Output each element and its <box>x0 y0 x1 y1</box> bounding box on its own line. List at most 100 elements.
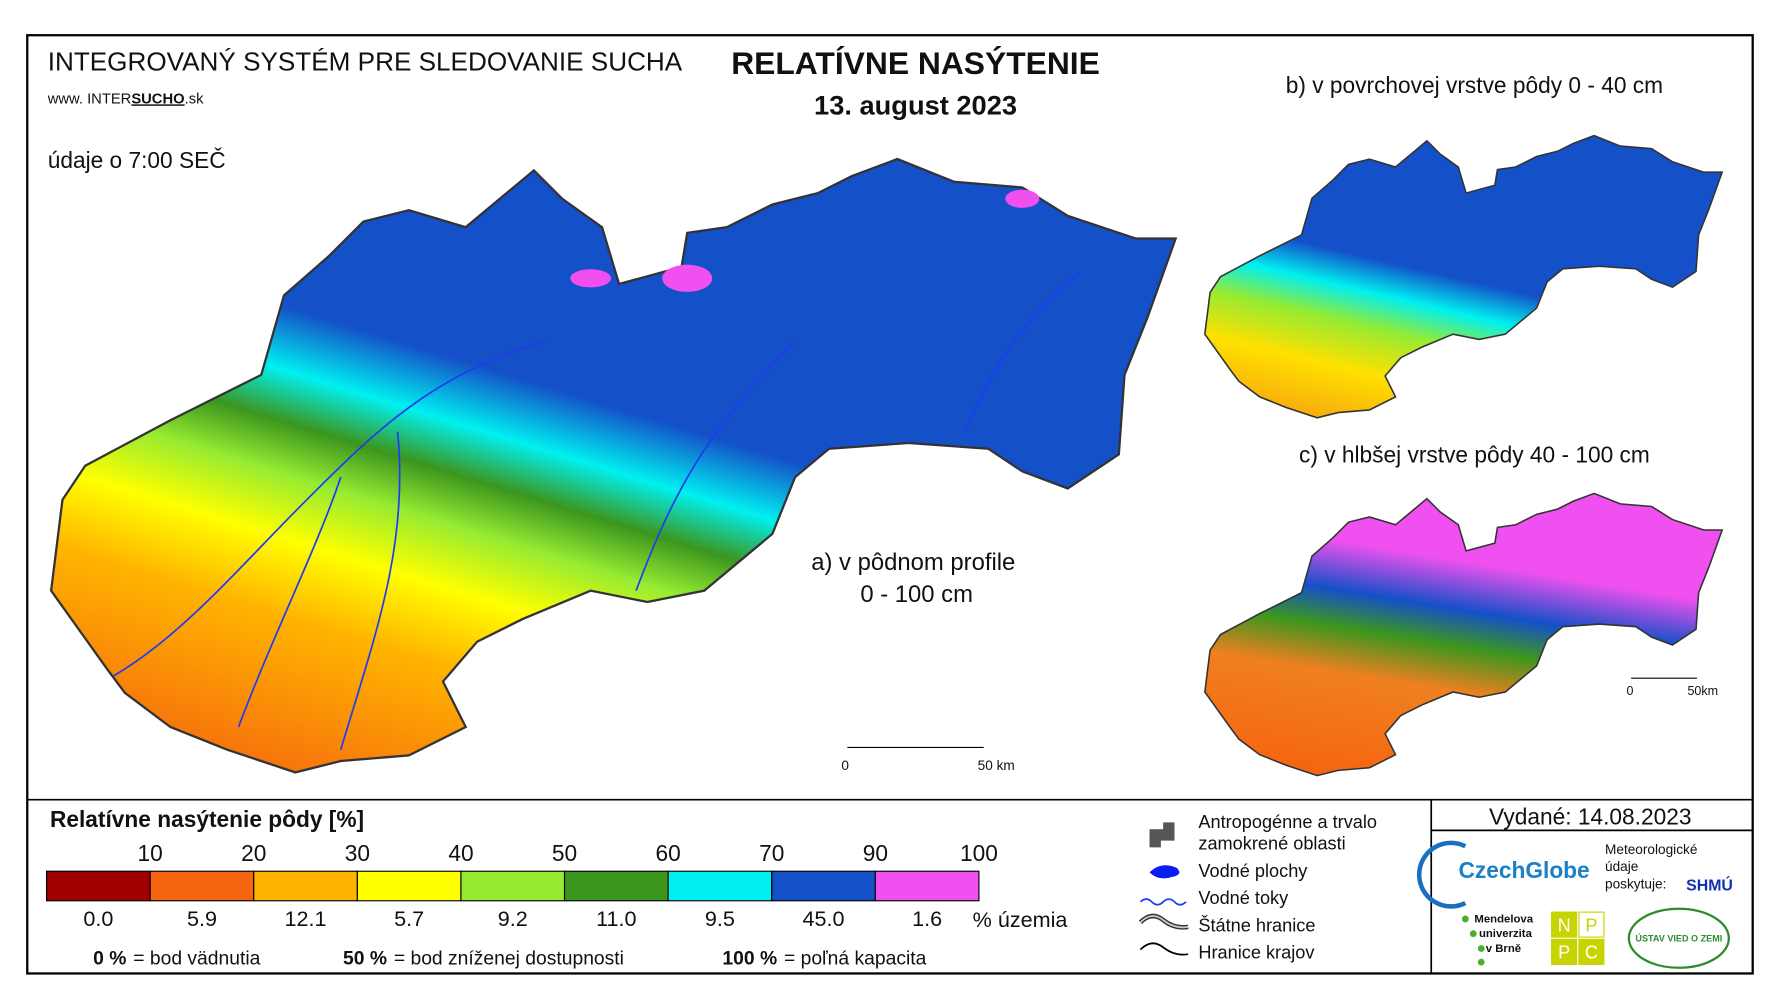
mendel-text: v Brně <box>1486 943 1521 955</box>
map-label: a) v pôdnom profile <box>811 549 1015 576</box>
share-label: 45.0 <box>803 906 845 931</box>
legend-swatch <box>149 870 255 902</box>
symbol-label: Štátne hranice <box>1198 914 1315 935</box>
share-label: 5.9 <box>187 906 217 931</box>
scale-label: 0 <box>841 758 849 773</box>
frame <box>26 34 1754 975</box>
map-label: b) v povrchovej vrstve pôdy 0 - 40 cm <box>1286 72 1663 98</box>
nppc-cell <box>1551 938 1578 965</box>
time-note: údaje o 7:00 SEČ <box>48 147 226 173</box>
logo-uvz <box>1627 907 1730 969</box>
title: RELATÍVNE NASÝTENIE <box>731 45 1100 81</box>
logo-uvz-text: ÚSTAV VIED O ZEMI <box>1635 933 1722 944</box>
issued-date: Vydané: 14.08.2023 <box>1489 804 1691 830</box>
note-key: 100 % <box>722 948 777 969</box>
map-label: c) v hlbšej vrstve pôdy 40 - 100 cm <box>1299 441 1650 467</box>
note-text: = bod vädnutia <box>133 948 260 969</box>
logo-meteo: Meteorologické údaje poskytuje: <box>1605 842 1697 891</box>
meteo-line: poskytuje: <box>1605 876 1666 891</box>
web-part: .sk <box>185 91 204 107</box>
nppc-cell <box>1578 938 1605 965</box>
note-key: 50 % <box>343 948 387 969</box>
symbol-icon <box>1139 898 1187 906</box>
wet-patches <box>570 189 1040 292</box>
logo-mendel: Mendelova univerzita v Brně <box>1461 913 1534 966</box>
scale-label: 50 km <box>978 758 1015 773</box>
website: www. INTERSUCHO.sk <box>47 91 204 107</box>
symbol-label: Hranice krajov <box>1198 943 1315 963</box>
bound-label: 20 <box>241 840 266 866</box>
share-label: 1.6 <box>912 906 942 931</box>
note: 50 % = bod zníženej dostupnosti <box>343 948 624 969</box>
note-text: = poľná kapacita <box>784 948 927 969</box>
share-label: 9.5 <box>705 906 735 931</box>
legend-swatch <box>667 870 773 902</box>
legend-swatch <box>874 870 980 902</box>
nppc-letter: N <box>1558 915 1571 935</box>
date: 13. august 2023 <box>814 90 1017 121</box>
map-label: 0 - 100 cm <box>860 581 973 608</box>
bound-label: 50 <box>552 840 577 866</box>
logo-shmu: SHMÚ <box>1686 876 1733 895</box>
symbol-label: Antropogénne a trvalo <box>1198 812 1377 832</box>
rivers <box>113 271 1080 750</box>
map-b <box>1204 134 1723 419</box>
legend-title: Relatívne nasýtenie pôdy [%] <box>50 806 364 832</box>
logo-arc <box>1416 840 1467 909</box>
logo-nppc: N PP C <box>1551 911 1605 965</box>
symbol-icon <box>1149 822 1175 848</box>
logo-czechglobe: CzechGlobe <box>1458 857 1589 883</box>
nppc-cell <box>1551 911 1578 938</box>
notes: 0 % = bod vädnutia 50 % = bod zníženej dost… <box>93 948 927 969</box>
share-label: 9.2 <box>498 906 528 931</box>
nppc-cell <box>1578 911 1605 938</box>
symbol-label: Vodné plochy <box>1198 861 1308 881</box>
meteo-line: Meteorologické <box>1605 842 1697 857</box>
legend-swatch <box>771 870 876 902</box>
share-label: 0.0 <box>83 906 113 931</box>
note: 0 % = bod vädnutia <box>93 948 260 969</box>
bound-label: 10 <box>138 840 163 866</box>
symbol-label: Antropogénne a trvalo zamokrené oblasti <box>1198 812 1377 854</box>
bound-label: 100 <box>960 840 998 866</box>
legend-swatch <box>46 870 151 902</box>
share-label: 5.7 <box>394 906 424 931</box>
map-a <box>49 157 1177 774</box>
legend-swatch <box>563 870 669 902</box>
scale-label: 0 <box>1627 684 1634 698</box>
web-part: SUCHO <box>131 91 184 107</box>
note-key: 0 % <box>93 948 126 969</box>
symbol-icon <box>1139 915 1189 929</box>
bound-label: 40 <box>448 840 473 866</box>
nppc-letter: P <box>1585 915 1597 935</box>
mendel-text: Mendelova <box>1474 913 1533 925</box>
symbol-legend: Antropogénne a trvalo zamokrené oblasti V… <box>1138 812 1377 963</box>
bound-label: 60 <box>656 840 681 866</box>
web-part: www. <box>47 91 83 107</box>
symbol-label: zamokrené oblasti <box>1198 834 1345 854</box>
symbol-label: Vodné toky <box>1198 888 1289 908</box>
symbol-icon <box>1139 942 1189 956</box>
legend-swatch <box>460 870 566 902</box>
note-text: = bod zníženej dostupnosti <box>394 948 624 969</box>
web-part: INTER <box>87 91 131 107</box>
share-unit: % územia <box>973 907 1068 932</box>
nppc-letter: P <box>1558 943 1570 963</box>
scale-label: 50km <box>1687 684 1718 698</box>
bound-label: 70 <box>759 840 784 866</box>
note: 100 % = poľná kapacita <box>722 948 926 969</box>
symbol-icon <box>1149 865 1180 879</box>
bound-label: 30 <box>345 840 370 866</box>
share-label: 12.1 <box>285 906 327 931</box>
legend: 0.0 5.9 12.1 5.7 9.2 11.0 9.5 45.0 1.6 10 20 30 40 50… <box>46 840 998 931</box>
legend-swatch <box>356 870 462 902</box>
bound-label: 90 <box>863 840 888 866</box>
system-name: INTEGROVANÝ SYSTÉM PRE SLEDOVANIE SUCHA <box>48 46 683 76</box>
map-c <box>1204 492 1723 777</box>
legend-swatch <box>253 870 358 902</box>
share-label: 11.0 <box>596 906 636 931</box>
nppc-letter: C <box>1585 943 1598 963</box>
meteo-line: údaje <box>1605 859 1638 874</box>
